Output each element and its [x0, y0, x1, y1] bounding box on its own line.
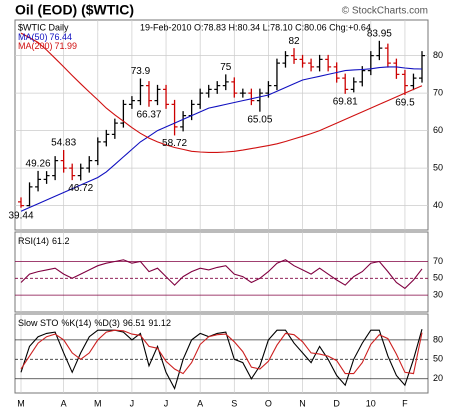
legend-value: 76.44 [50, 32, 73, 42]
annotation: 83.95 [367, 28, 392, 39]
legend-name: MA(50) [18, 32, 48, 42]
y-tick-label: 70 [433, 256, 443, 266]
subtitle: $WTIC Daily [18, 22, 69, 32]
y-tick-label: 40 [433, 200, 443, 210]
panel-name: RSI(14) [18, 236, 49, 246]
annotation: 65.05 [247, 114, 272, 125]
series-name: %K(14) [61, 318, 91, 328]
series-line [20, 66, 423, 212]
x-tick-label: A [61, 398, 67, 408]
quote: 19-Feb-2010 O:78.83 H:80.34 L:78.10 C:80… [140, 22, 371, 32]
series-line [20, 329, 423, 390]
series-value: 91.12 [148, 318, 171, 328]
x-tick-label: F [402, 398, 408, 408]
series-line [20, 32, 423, 153]
y-tick-label: 30 [433, 290, 443, 300]
series-line [20, 329, 423, 375]
annotation: 69.81 [333, 96, 358, 107]
x-tick-label: J [164, 398, 169, 408]
annotation: 46.72 [68, 183, 93, 194]
x-tick-label: J [130, 398, 135, 408]
annotation: 69.5 [395, 98, 415, 109]
x-tick-label: M [94, 398, 102, 408]
y-tick-label: 50 [433, 273, 443, 283]
rsi-panel [14, 231, 429, 313]
x-tick-label: A [197, 398, 203, 408]
y-tick-label: 80 [433, 334, 443, 344]
credit: © StockCharts.com [342, 6, 428, 17]
panel-name: Slow STO [18, 318, 58, 328]
y-tick-label: 80 [433, 50, 443, 60]
legend-entry: MA(200) 71.99 [18, 41, 77, 51]
annotation: 75 [220, 62, 232, 73]
price-panel [14, 19, 429, 231]
legend-name: MA(200) [18, 41, 53, 51]
panel-value: 61.2 [52, 236, 70, 246]
panel-title: Slow STO %K(14) %D(3) 96.51 91.12 [18, 318, 171, 328]
chart-title: Oil (EOD) ($WTIC) [15, 2, 134, 18]
annotation: 66.37 [136, 109, 161, 120]
legend-value: 71.99 [55, 41, 78, 51]
x-tick-label: M [17, 398, 25, 408]
x-tick-label: 10 [366, 398, 376, 408]
sto-panel [14, 313, 429, 394]
legend-entry: MA(50) 76.44 [18, 32, 72, 42]
annotation: 58.72 [162, 138, 187, 149]
annotation: 39.44 [8, 210, 33, 221]
x-tick-label: D [333, 398, 340, 408]
series-line [20, 259, 423, 290]
x-tick-label: S [231, 398, 237, 408]
annotation: 73.9 [131, 66, 151, 77]
y-tick-label: 70 [433, 88, 443, 98]
x-tick-label: O [265, 398, 272, 408]
y-tick-label: 20 [433, 373, 443, 383]
series-name: %D(3) [94, 318, 120, 328]
panel-title: RSI(14) 61.2 [18, 236, 70, 246]
annotation: 49.26 [26, 159, 51, 170]
y-tick-label: 50 [433, 354, 443, 364]
y-tick-label: 50 [433, 163, 443, 173]
series-value: 96.51 [123, 318, 146, 328]
annotation: 82 [288, 36, 300, 47]
annotation: 54.83 [51, 138, 76, 149]
y-tick-label: 60 [433, 125, 443, 135]
x-tick-label: N [299, 398, 306, 408]
